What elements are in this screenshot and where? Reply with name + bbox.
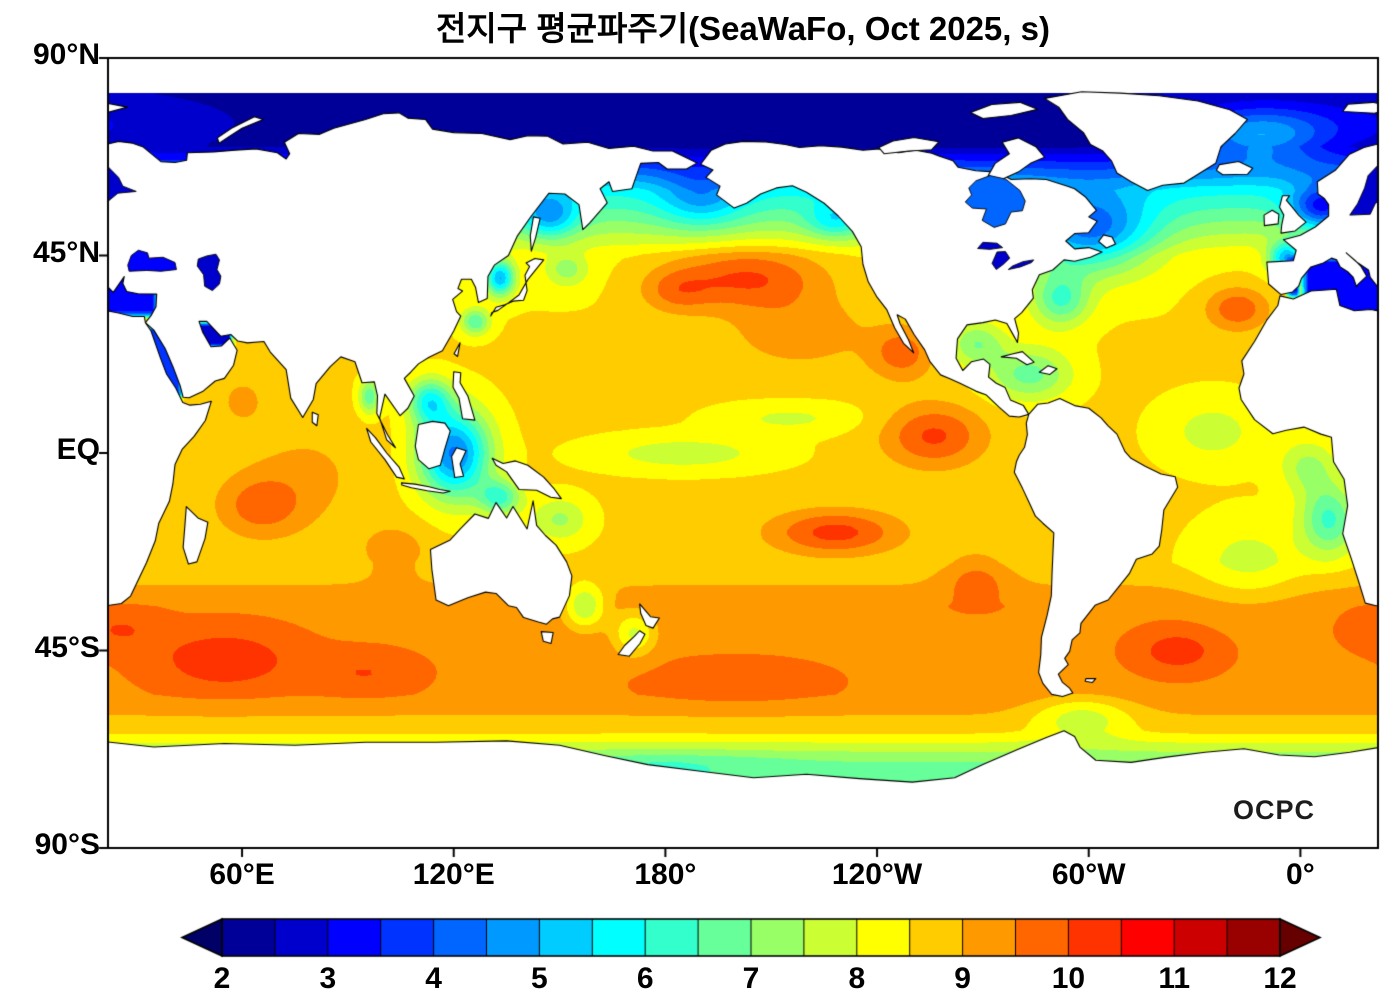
watermark-ocpc: OCPC (1232, 795, 1315, 825)
x-tick-label: 120°W (831, 858, 923, 891)
colorbar-tick-label: 9 (954, 962, 971, 995)
chart-title: 전지구 평균파주기(SeaWaFo, Oct 2025, s) (436, 10, 1050, 47)
colorbar-tick-label: 7 (742, 962, 760, 995)
colorbar-tick-label: 3 (319, 962, 337, 995)
colorbar-tick-label: 8 (848, 962, 866, 995)
y-tick-label: 45°S (34, 630, 100, 664)
colorbar-tick-label: 2 (213, 962, 231, 995)
y-tick-label: 90°N (32, 38, 100, 71)
colorbar-tick-label: 6 (636, 962, 654, 995)
y-tick-label: 45°N (32, 235, 100, 269)
y-tick-label: EQ (56, 433, 100, 466)
x-tick-label: 60°E (209, 858, 275, 891)
y-tick-label: 90°S (34, 828, 100, 861)
colorbar-tick-label: 12 (1263, 962, 1297, 995)
x-tick-label: 180° (634, 858, 697, 891)
colorbar-tick-label: 4 (425, 962, 442, 995)
colorbar-tick-label: 10 (1051, 962, 1086, 995)
colorbar-tick-label: 5 (531, 962, 548, 995)
x-tick-label: 0° (1286, 858, 1315, 891)
colorbar-tick-label: 11 (1158, 962, 1191, 995)
x-tick-label: 60°W (1051, 858, 1126, 891)
x-tick-label: 120°E (412, 858, 495, 891)
